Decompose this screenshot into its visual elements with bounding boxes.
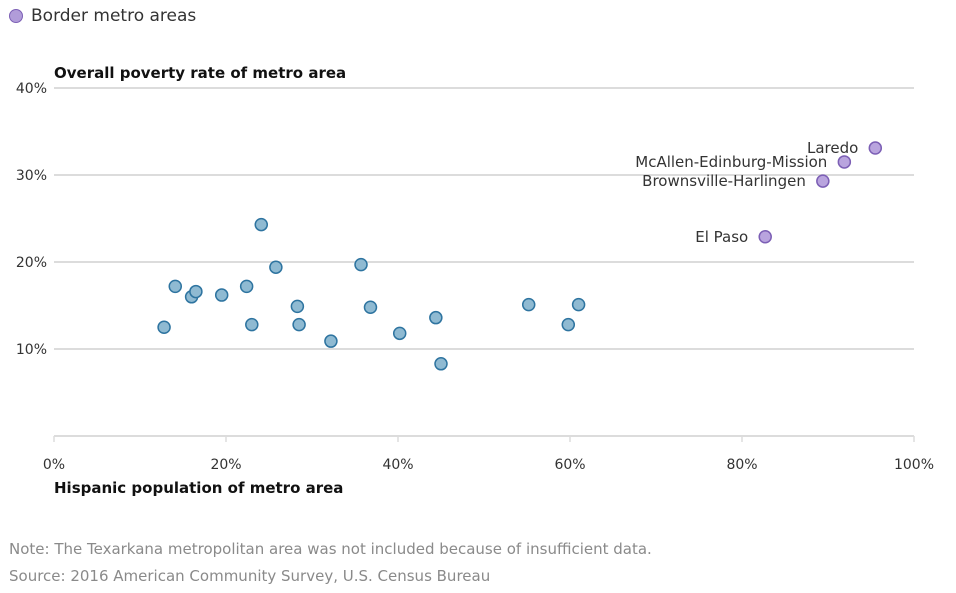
note-text: Note: The Texarkana metropolitan area wa… [9, 540, 652, 558]
metro-point[interactable] [392, 326, 407, 341]
gridlines [54, 87, 914, 350]
metro-point[interactable] [168, 279, 183, 294]
metro-point[interactable] [214, 288, 229, 302]
x-tick-label: 0% [43, 457, 65, 473]
x-tick-label: 100% [894, 457, 934, 473]
point-labels: LaredoMcAllen-Edinburg-MissionBrownsvill… [635, 139, 858, 246]
metro-point[interactable] [521, 297, 536, 312]
data-points [157, 141, 883, 371]
y-axis: 10% 20% 30% 40% [16, 81, 47, 358]
source-text: Source: 2016 American Community Survey, … [9, 567, 491, 585]
x-axis: 0% 20% 40% 60% 80% 100% [43, 435, 934, 473]
y-tick-label: 40% [16, 81, 47, 97]
x-tick-label: 80% [726, 457, 757, 473]
x-tick-label: 40% [382, 457, 413, 473]
border-metro-point[interactable] [837, 155, 852, 169]
metro-point[interactable] [363, 300, 378, 314]
x-tick-label: 60% [554, 457, 585, 473]
y-tick-label: 20% [16, 255, 47, 271]
metro-point[interactable] [571, 297, 586, 312]
point-label: El Paso [695, 228, 748, 246]
metro-point[interactable] [157, 320, 171, 334]
point-label: McAllen-Edinburg-Mission [635, 153, 827, 171]
x-axis-title: Hispanic population of metro area [54, 479, 343, 497]
metro-point[interactable] [292, 317, 306, 332]
metro-point[interactable] [324, 334, 338, 348]
metro-point[interactable] [254, 217, 269, 232]
legend-label: Border metro areas [31, 6, 197, 26]
metro-point[interactable] [189, 284, 203, 299]
metro-point[interactable] [434, 357, 448, 371]
point-label: Brownsville-Harlingen [642, 172, 806, 190]
border-metro-point[interactable] [868, 141, 883, 155]
point-label: Laredo [807, 139, 858, 157]
border-metro-point[interactable] [758, 230, 772, 244]
border-metro-point[interactable] [816, 174, 830, 188]
y-tick-label: 30% [16, 168, 47, 184]
metro-point[interactable] [561, 317, 576, 332]
legend: Border metro areas [9, 6, 196, 26]
metro-point[interactable] [290, 299, 305, 314]
metro-point[interactable] [239, 279, 254, 294]
metro-point[interactable] [429, 310, 443, 325]
metro-point[interactable] [354, 257, 368, 272]
metro-point[interactable] [269, 260, 283, 274]
purple-circle-icon [9, 9, 23, 23]
y-axis-title: Overall poverty rate of metro area [54, 64, 346, 82]
metro-point[interactable] [245, 317, 259, 332]
y-tick-label: 10% [16, 342, 47, 358]
x-tick-label: 20% [210, 457, 241, 473]
